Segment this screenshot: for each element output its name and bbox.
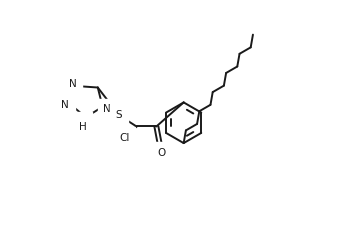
- Text: N: N: [69, 79, 77, 89]
- Text: N: N: [103, 104, 111, 114]
- Text: S: S: [116, 110, 122, 120]
- Text: H: H: [79, 122, 87, 132]
- Text: O: O: [157, 148, 166, 157]
- Text: Cl: Cl: [119, 133, 129, 143]
- Text: N: N: [61, 99, 69, 110]
- Text: N: N: [79, 118, 87, 128]
